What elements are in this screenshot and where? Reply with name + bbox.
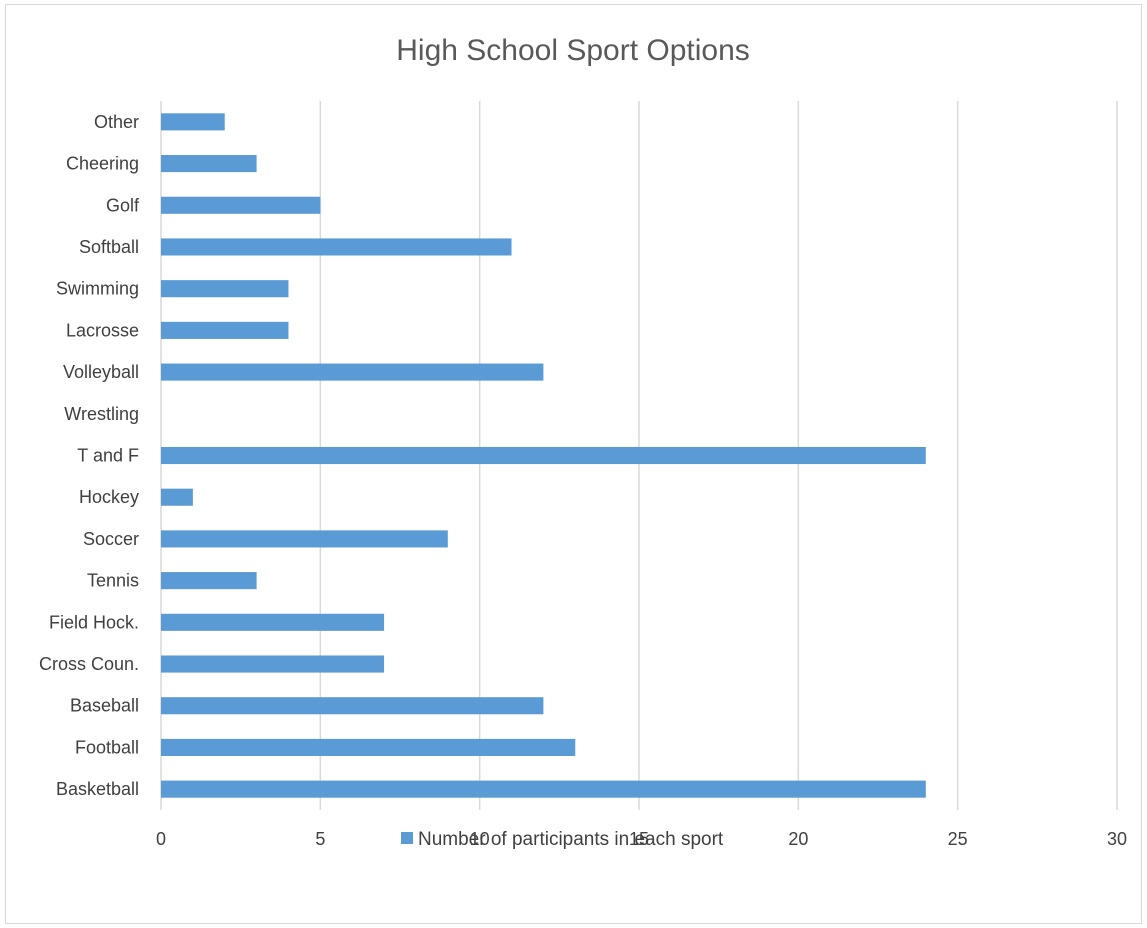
bar [161,488,193,506]
x-tick-label: 10 [470,829,490,849]
bar [161,113,225,131]
category-label: Lacrosse [66,320,139,340]
bar [161,321,289,339]
legend-label: Number of participants in each sport [418,829,724,850]
legend: Number of participants in each sport [401,829,724,850]
x-tick-label: 5 [315,829,325,849]
category-label: Golf [106,195,140,215]
category-label: T and F [77,446,139,466]
bar [161,655,385,673]
category-label: Wrestling [64,404,139,424]
category-label: Tennis [87,571,139,591]
chart-title: High School Sport Options [396,34,750,67]
legend-swatch [401,832,413,844]
x-tick-label: 0 [156,829,166,849]
bars [161,113,926,798]
x-tick-label: 20 [788,829,808,849]
x-tick-label: 30 [1107,829,1127,849]
x-tick-labels: 0 5 10 15 20 25 30 [156,829,1127,849]
category-label: Swimming [56,279,139,299]
bar [161,238,512,256]
bar [161,530,448,548]
bar [161,697,544,715]
category-label: Volleyball [63,362,139,382]
bar [161,572,257,590]
bar [161,363,544,381]
category-labels: Basketball Football Baseball Cross Coun. Fie… [39,112,140,799]
category-label: Soccer [83,529,139,549]
bar [161,738,576,756]
category-label: Baseball [70,696,139,716]
bar [161,155,257,173]
category-label: Football [75,737,139,757]
bar [161,780,926,798]
x-tick-label: 25 [948,829,968,849]
category-label: Field Hock. [49,612,139,632]
x-tick-label: 15 [629,829,649,849]
bar [161,613,385,631]
category-label: Cross Coun. [39,654,139,674]
bar [161,196,321,214]
category-label: Hockey [79,487,139,507]
category-label: Other [94,112,139,132]
bar [161,280,289,298]
category-label: Basketball [56,779,139,799]
bar [161,446,926,465]
category-label: Softball [79,237,139,257]
category-label: Cheering [66,154,139,174]
